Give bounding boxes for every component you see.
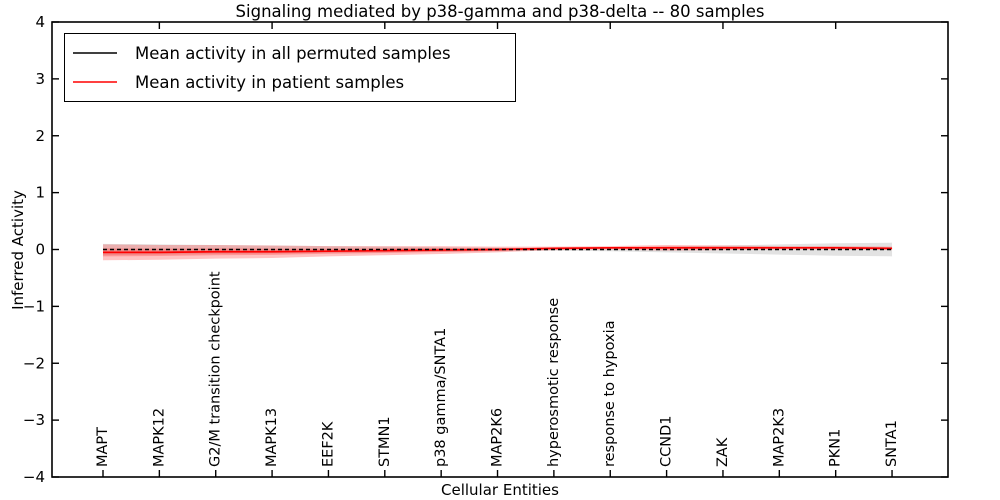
legend-line-sample-patient [73, 81, 117, 83]
y-tick-label: 0 [35, 241, 45, 259]
legend: Mean activity in all permuted samples Me… [64, 33, 516, 102]
y-tick-label: 1 [35, 184, 45, 202]
y-tick-label: −1 [23, 297, 45, 315]
x-category-label: SNTA1 [884, 420, 900, 467]
x-category-label: MAP2K6 [490, 408, 506, 467]
x-category-label: MAPK13 [264, 408, 280, 467]
legend-line-sample-permuted [73, 52, 117, 54]
x-category-label: response to hypoxia [602, 320, 618, 467]
x-category-label: STMN1 [377, 416, 393, 467]
y-tick-label: −2 [23, 354, 45, 372]
x-category-label: PKN1 [828, 429, 844, 467]
x-category-label: MAPT [95, 427, 111, 467]
x-category-label: MAPK12 [151, 408, 167, 467]
legend-item-permuted: Mean activity in all permuted samples [73, 41, 515, 65]
chart-title: Signaling mediated by p38-gamma and p38-… [235, 2, 765, 21]
y-tick-label: −4 [23, 468, 45, 486]
y-tick-label: 4 [35, 13, 45, 31]
x-category-label: EEF2K [320, 421, 336, 467]
y-tick-label: 2 [35, 127, 45, 145]
x-category-label: G2/M transition checkpoint [208, 271, 224, 467]
legend-label-permuted: Mean activity in all permuted samples [135, 43, 451, 63]
x-category-label: hyperosmotic response [546, 298, 562, 467]
x-category-label: p38 gamma/SNTA1 [433, 328, 449, 467]
legend-label-patient: Mean activity in patient samples [135, 72, 405, 92]
legend-item-patient: Mean activity in patient samples [73, 70, 515, 94]
x-category-label: ZAK [715, 437, 731, 467]
y-tick-label: 3 [35, 70, 45, 88]
y-axis-label: Inferred Activity [9, 190, 27, 310]
x-category-label: CCND1 [659, 416, 675, 468]
x-axis-label: Cellular Entities [441, 481, 559, 499]
x-category-label: MAP2K3 [771, 408, 787, 467]
y-tick-label: −3 [23, 411, 45, 429]
